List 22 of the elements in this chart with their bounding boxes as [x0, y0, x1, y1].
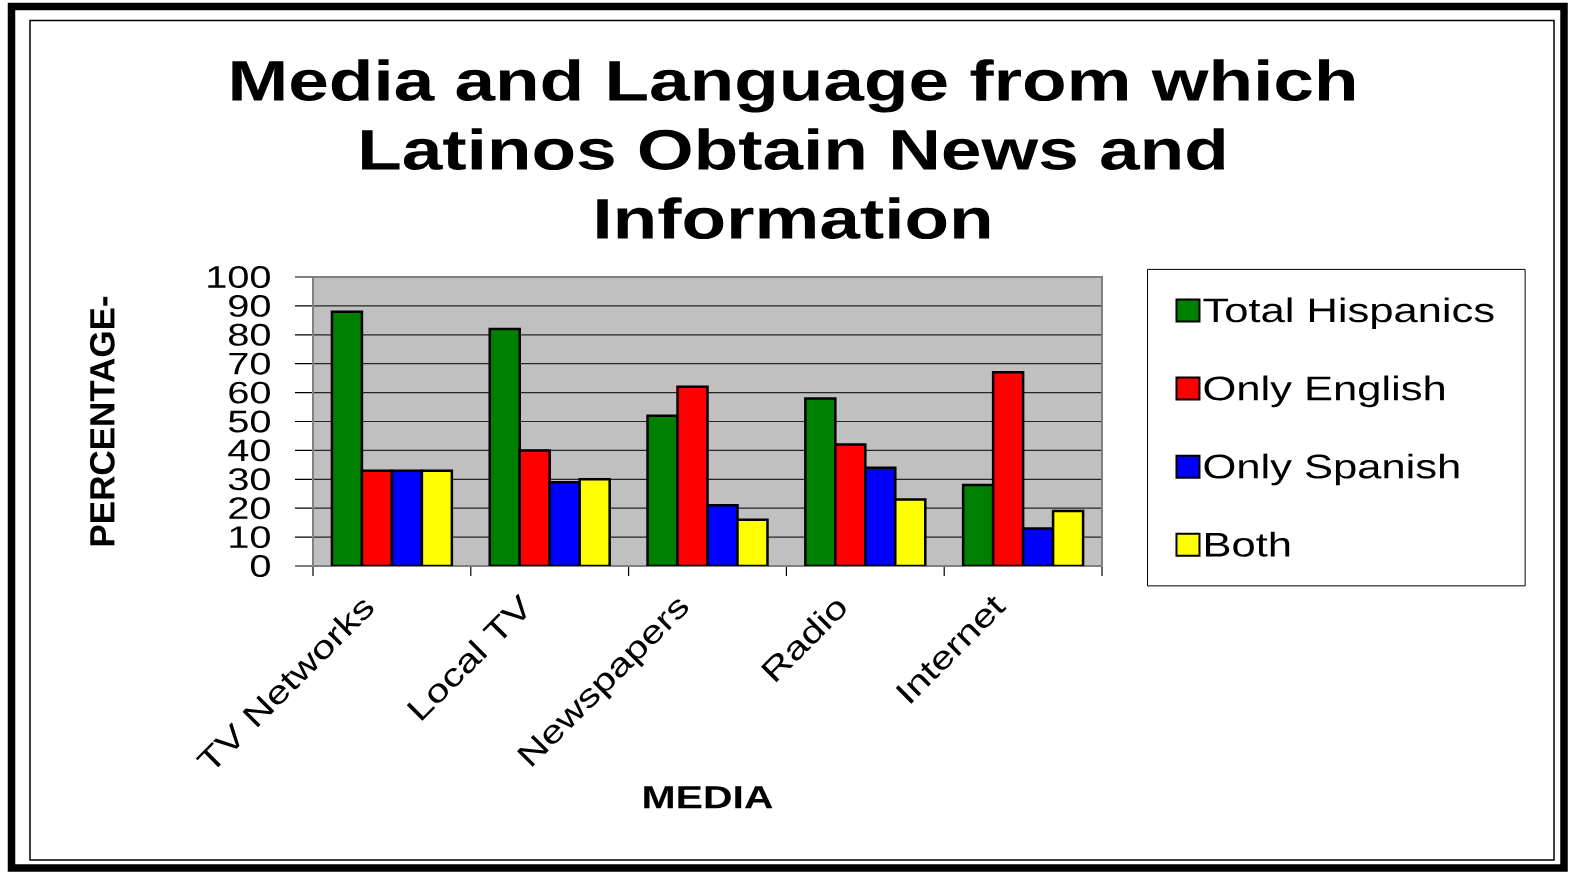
y-tick-label: 30: [228, 468, 270, 491]
y-tick-label: 60: [229, 381, 270, 404]
chart-title: Media and Language from which Latinos Obtain News and Information: [232, 59, 1354, 240]
legend-label: Total Hispanics: [1203, 297, 1494, 330]
y-tick-label: 10: [230, 526, 270, 549]
y-tick-label: 50: [228, 410, 270, 433]
legend-label: Only Spanish: [1204, 453, 1459, 486]
y-tick-label: 70: [229, 352, 270, 375]
y-tick-label: 20: [229, 497, 270, 520]
legend-label: Both: [1206, 531, 1290, 557]
y-tick-label: 90: [229, 294, 270, 317]
x-axis-title: MEDIA: [644, 786, 773, 809]
bar: [331, 311, 362, 566]
bar: [421, 470, 452, 566]
bar: [361, 470, 392, 566]
legend-label: Only English: [1204, 375, 1444, 408]
bar: [391, 470, 422, 566]
y-tick-label: 100: [208, 266, 270, 288]
y-tick-label: 80: [229, 323, 270, 346]
y-axis-title: PERCENTAGE-: [89, 296, 115, 546]
y-tick-label: 40: [228, 439, 270, 462]
y-tick-label: 0: [250, 555, 270, 577]
